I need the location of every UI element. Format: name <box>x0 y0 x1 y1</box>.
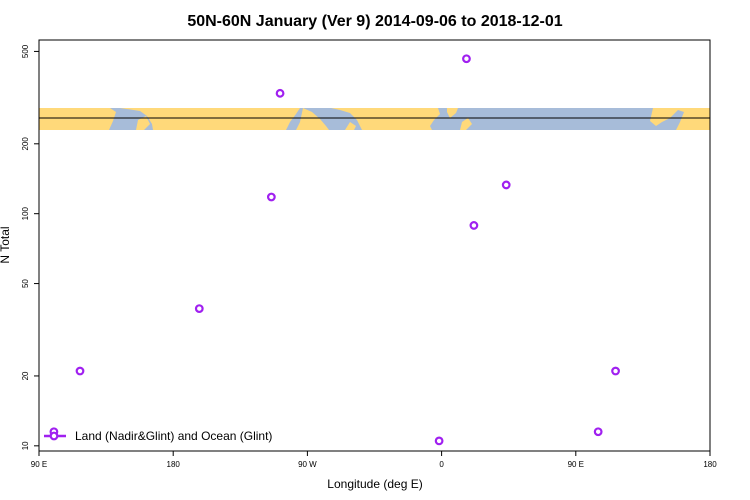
y-axis-label: N Total <box>0 226 12 263</box>
data-point <box>194 304 204 314</box>
x-tick-label: 90 W <box>298 460 317 469</box>
map-strip-land <box>39 108 710 130</box>
data-point <box>266 192 276 202</box>
data-point <box>462 54 471 64</box>
data-point <box>275 88 285 98</box>
map-strip <box>39 108 710 130</box>
x-tick-label: 180 <box>167 460 181 469</box>
x-tick-label: 90 E <box>31 460 47 469</box>
y-tick-label: 10 <box>21 441 30 450</box>
legend: Land (Nadir&Glint) and Ocean (Glint) <box>44 429 272 443</box>
data-point <box>434 436 444 446</box>
x-tick-label: 180 <box>703 460 717 469</box>
x-tick-label: 90 E <box>568 460 584 469</box>
y-axis: 10 20 50 100 200 500 <box>21 44 39 450</box>
y-tick-label: 100 <box>21 206 30 220</box>
y-tick-label: 50 <box>21 279 30 288</box>
chart-title: 50N-60N January (Ver 9) 2014-09-06 to 20… <box>187 13 562 30</box>
y-tick-label: 500 <box>21 44 30 58</box>
plot-frame <box>38 39 711 452</box>
legend-marker-symbol <box>49 431 59 441</box>
x-axis: 90 E 180 90 W 0 90 E 180 <box>31 451 717 469</box>
legend-label: Land (Nadir&Glint) and Ocean (Glint) <box>75 429 272 443</box>
data-point <box>469 221 479 230</box>
x-axis-label: Longitude (deg E) <box>327 477 422 491</box>
data-point <box>593 427 603 437</box>
data-point <box>611 366 620 376</box>
y-tick-label: 20 <box>21 371 30 380</box>
data-points <box>49 54 620 446</box>
data-point <box>75 366 85 376</box>
data-point <box>501 180 511 190</box>
y-tick-label: 200 <box>21 137 30 151</box>
x-tick-label: 0 <box>439 460 444 469</box>
